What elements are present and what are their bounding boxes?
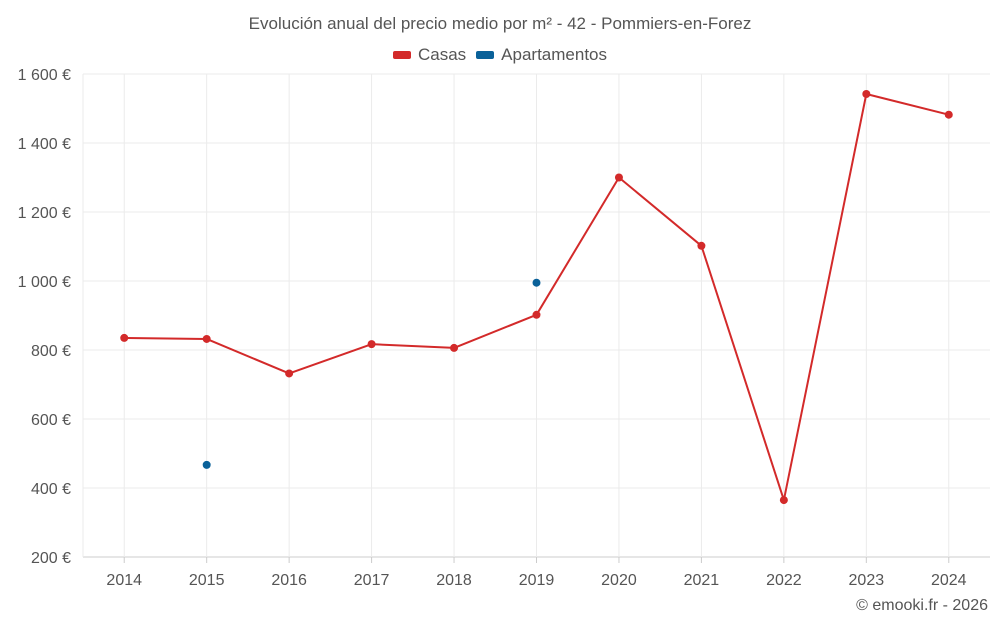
credit-text: © emooki.fr - 2026 [856, 597, 988, 614]
x-tick-label: 2021 [684, 572, 720, 589]
x-tick-label: 2022 [766, 572, 802, 589]
chart-legend: Casas Apartamentos [0, 45, 1000, 65]
x-tick-label: 2023 [849, 572, 885, 589]
legend-swatch-apartamentos [476, 51, 495, 59]
legend-label-casas: Casas [417, 45, 467, 64]
data-point-casas[interactable] [285, 369, 294, 378]
x-tick-label: 2015 [189, 572, 225, 589]
y-tick-label: 400 € [31, 481, 71, 498]
data-point-casas[interactable] [367, 340, 376, 349]
y-tick-label: 1 000 € [18, 274, 71, 291]
data-point-casas[interactable] [779, 496, 788, 505]
data-point-casas[interactable] [614, 173, 623, 182]
data-point-casas[interactable] [450, 343, 459, 352]
y-tick-label: 1 200 € [18, 205, 71, 222]
x-tick-label: 2017 [354, 572, 390, 589]
y-tick-label: 800 € [31, 343, 71, 360]
legend-item-casas[interactable]: Casas [392, 45, 467, 65]
data-point-casas[interactable] [120, 333, 129, 342]
x-tick-label: 2020 [601, 572, 637, 589]
data-point-apartamentos[interactable] [532, 278, 541, 287]
x-tick-label: 2019 [519, 572, 555, 589]
x-tick-label: 2018 [436, 572, 472, 589]
x-tick-label: 2014 [106, 572, 142, 589]
x-tick-label: 2024 [931, 572, 967, 589]
y-tick-label: 600 € [31, 412, 71, 429]
y-tick-label: 1 400 € [18, 136, 71, 153]
data-point-casas[interactable] [532, 310, 541, 319]
data-point-casas[interactable] [202, 334, 211, 343]
y-tick-label: 200 € [31, 550, 71, 567]
legend-label-apartamentos: Apartamentos [501, 45, 608, 64]
chart-title: Evolución anual del precio medio por m² … [248, 14, 752, 33]
legend-item-apartamentos[interactable]: Apartamentos [476, 45, 607, 65]
y-tick-label: 1 600 € [18, 67, 71, 84]
data-point-casas[interactable] [944, 110, 953, 119]
data-point-apartamentos[interactable] [202, 460, 211, 469]
legend-swatch-casas [392, 51, 411, 59]
x-tick-label: 2016 [271, 572, 307, 589]
data-point-casas[interactable] [697, 241, 706, 250]
data-point-casas[interactable] [862, 90, 871, 99]
